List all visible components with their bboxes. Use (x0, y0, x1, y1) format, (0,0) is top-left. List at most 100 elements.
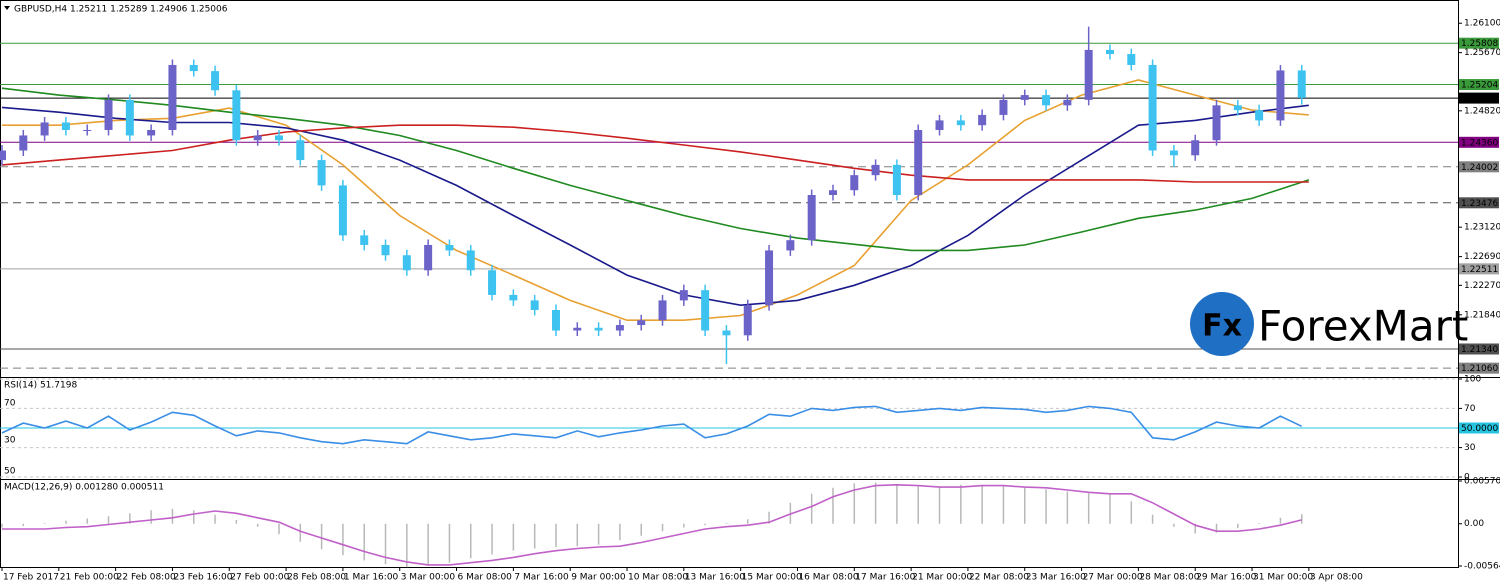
logo-text: ForexMart (1258, 302, 1468, 351)
plot-frame (0, 0, 1459, 568)
x-tick-label: 31 Mar 00:00 (1253, 573, 1313, 583)
candle-body (19, 135, 28, 151)
x-tick-label: 17 Mar 16:00 (855, 573, 915, 583)
level-label-box (1459, 79, 1499, 91)
candle-body (381, 244, 390, 256)
candle-body (253, 135, 262, 141)
x-tick-label: 6 Mar 08:00 (458, 573, 513, 583)
moving-average (1, 124, 1309, 183)
y-tick-label: 70 (1464, 404, 1476, 414)
level-label: 1.25204 (1461, 81, 1498, 91)
x-tick-label: 27 Mar 00:00 (1083, 573, 1143, 583)
candle-body (637, 320, 646, 326)
candle-body (1105, 49, 1114, 55)
level-label: 50.0000 (1461, 424, 1498, 434)
x-tick-label: 21 Feb 00:00 (60, 573, 119, 583)
x-tick-label: 22 Mar 08:00 (969, 573, 1029, 583)
candle-body (211, 71, 220, 91)
candle-body (828, 190, 837, 196)
candle-body (509, 294, 518, 301)
macd-title: MACD(12,26,9) 0.001280 0.000511 (4, 483, 164, 493)
candle-body (1020, 95, 1029, 100)
level-label: 1.25808 (1461, 39, 1498, 49)
moving-average (1, 87, 1310, 252)
y-tick-label: 100 (1464, 375, 1481, 385)
level-label: 1.25006 (1461, 94, 1498, 104)
x-tick-label: 7 Mar 16:00 (514, 573, 569, 583)
x-tick-label: 28 Feb 08:00 (287, 573, 346, 583)
level-label-box (1459, 422, 1499, 434)
x-tick-label: 13 Mar 16:00 (685, 573, 745, 583)
candle-body (274, 135, 283, 141)
collapse-icon (4, 6, 10, 10)
y-tick-label: 1.24820 (1464, 106, 1500, 116)
level-label: 1.22511 (1461, 265, 1498, 275)
candle-body (551, 309, 560, 331)
y-tick-label: 1.25670 (1464, 48, 1500, 58)
candle-body (914, 129, 923, 196)
candle-body (360, 235, 369, 245)
candle-body (1148, 64, 1157, 151)
candle-body (83, 129, 92, 131)
x-tick-label: 16 Mar 08:00 (798, 573, 858, 583)
candle-body (892, 164, 901, 196)
y-tick-label: 1.22690 (1464, 252, 1500, 262)
level-label-box (1459, 197, 1499, 209)
candle-body (168, 64, 177, 130)
candle-body (338, 185, 347, 236)
level-label-box (1459, 92, 1499, 104)
x-tick-label: 23 Feb 16:00 (173, 573, 232, 583)
candle-body (1255, 110, 1264, 121)
y-tick-label: 1.26100 (1464, 19, 1500, 29)
level-label-box (1459, 343, 1499, 355)
candle-body (935, 120, 944, 130)
candle-body (871, 164, 880, 176)
x-tick-label: 15 Mar 00:00 (742, 573, 802, 583)
level-label: 1.21060 (1461, 364, 1498, 374)
level-label-box (1459, 263, 1499, 275)
candle-body (1042, 95, 1051, 106)
level-label-box (1459, 136, 1499, 148)
candle-body (850, 175, 859, 191)
candle-body (40, 122, 49, 136)
candle-body (1084, 49, 1093, 100)
y-tick-label: 1.22270 (1464, 281, 1500, 291)
y-tick-label: 1.23120 (1464, 223, 1500, 233)
x-tick-label: 29 Mar 16:00 (1196, 573, 1256, 583)
signal-line (2, 483, 1302, 566)
x-tick-label: 3 Mar 00:00 (401, 573, 456, 583)
level-label: 1.23476 (1461, 199, 1498, 209)
y-tick-label: 30 (1464, 443, 1476, 453)
y-tick-label: 0.00 (1464, 519, 1484, 529)
logo-icon-text: Fx (1202, 309, 1242, 344)
y-tick-label: 1.21840 (1464, 310, 1500, 320)
candle-body (424, 244, 433, 271)
candle-body (722, 330, 731, 336)
x-tick-label: 1 Mar 16:00 (344, 573, 399, 583)
candle-body (1169, 150, 1178, 156)
candle-body (445, 244, 454, 251)
candle-body (1191, 140, 1200, 156)
candle-body (530, 300, 539, 310)
candle-body (1063, 99, 1072, 106)
x-tick-label: 3 Apr 08:00 (1310, 573, 1363, 583)
candle-body (189, 64, 198, 72)
candle-body (488, 270, 497, 295)
chart-title: GBPUSD,H4 1.25211 1.25289 1.24906 1.2500… (14, 5, 228, 15)
level-label: 1.24360 (1461, 138, 1498, 148)
candle-body (104, 99, 113, 130)
candle-body (658, 300, 667, 321)
candle-body (743, 305, 752, 336)
candle-body (786, 240, 795, 251)
y-tick-label: 0 (1464, 473, 1470, 483)
candle-body (594, 327, 603, 331)
x-tick-label: 21 Mar 00:00 (912, 573, 972, 583)
candle-body (147, 129, 156, 136)
candle-body (615, 325, 624, 331)
y-tick-label: 0.005708 (1464, 477, 1500, 487)
candle-body (701, 290, 710, 331)
logo-icon (1190, 292, 1254, 356)
candle-body (125, 99, 134, 136)
y-tick-label: -0.005642 (1464, 562, 1500, 572)
